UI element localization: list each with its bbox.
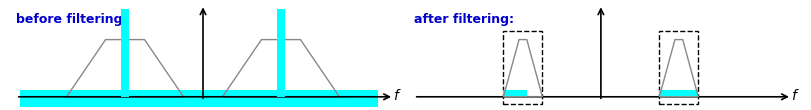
Text: before filtering:: before filtering: (16, 13, 127, 26)
Polygon shape (518, 90, 526, 97)
Text: f: f (393, 89, 398, 103)
Text: after filtering:: after filtering: (414, 13, 513, 26)
Polygon shape (682, 90, 697, 97)
Bar (121, 9, 129, 97)
Polygon shape (659, 90, 674, 97)
Bar (19, 90, 378, 107)
Bar (277, 9, 285, 97)
Polygon shape (674, 90, 682, 97)
Text: f: f (791, 89, 796, 103)
Polygon shape (503, 90, 518, 97)
Bar (659, 31, 697, 104)
Bar (503, 31, 542, 104)
